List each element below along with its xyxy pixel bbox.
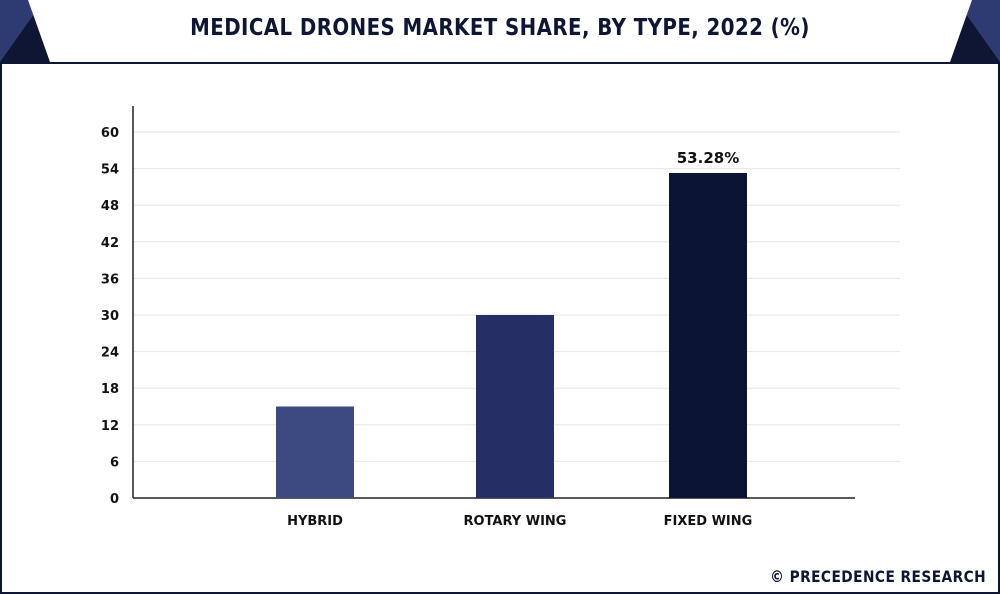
- y-tick-label: 36: [101, 272, 119, 287]
- y-tick-label: 24: [101, 346, 119, 361]
- y-tick-label: 0: [110, 492, 119, 507]
- y-tick-label: 18: [101, 382, 119, 397]
- y-tick-label: 60: [101, 126, 119, 141]
- x-category-label: HYBRID: [287, 514, 343, 529]
- x-category-label: ROTARY WING: [464, 514, 567, 529]
- bar-hybrid: [276, 406, 354, 498]
- title-banner: [0, 0, 1000, 62]
- x-category-label: FIXED WING: [664, 514, 753, 529]
- bar-rotary-wing: [476, 315, 554, 498]
- y-tick-label: 6: [110, 455, 119, 470]
- data-label: 53.28%: [677, 149, 739, 167]
- source-credit: © PRECEDENCE RESEARCH: [770, 567, 986, 586]
- banner-divider: [0, 62, 1000, 64]
- y-tick-label: 12: [101, 419, 119, 434]
- y-tick-label: 42: [101, 236, 119, 251]
- y-tick-label: 30: [101, 309, 119, 324]
- chart-title: MEDICAL DRONES MARKET SHARE, BY TYPE, 20…: [190, 15, 810, 41]
- title-panel: [28, 0, 972, 62]
- y-tick-label: 48: [101, 199, 119, 214]
- bar-fixed-wing: [669, 172, 747, 498]
- y-tick-label: 54: [101, 163, 119, 178]
